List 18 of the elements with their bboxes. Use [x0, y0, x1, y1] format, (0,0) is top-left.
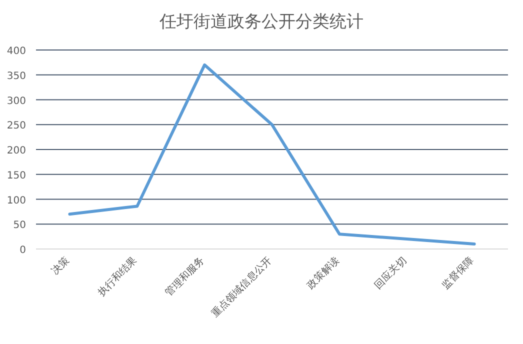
- x-tick-label: 监督保障: [440, 254, 476, 292]
- y-tick-label: 0: [20, 245, 26, 256]
- x-tick-label: 重点领域信息公开: [209, 254, 274, 320]
- y-tick-label: 50: [13, 220, 26, 232]
- y-tick-label: 100: [6, 195, 26, 206]
- y-tick-label: 300: [6, 96, 26, 107]
- x-tick-label: 政策解读: [304, 254, 342, 292]
- y-tick-label: 400: [6, 46, 26, 57]
- y-tick-label: 250: [6, 120, 26, 132]
- x-tick-label: 决策: [49, 254, 72, 278]
- y-tick-label: 150: [6, 170, 26, 182]
- x-tick-label: 执行和结果: [95, 254, 140, 298]
- line-series: [68, 63, 476, 246]
- x-tick-label: 管理和服务: [162, 254, 207, 298]
- y-tick-label: 350: [6, 70, 26, 82]
- x-tick-label: 回应关切: [372, 254, 409, 292]
- y-tick-label: 200: [6, 146, 26, 156]
- chart-title: 任圩街道政务公开分类统计: [158, 12, 364, 32]
